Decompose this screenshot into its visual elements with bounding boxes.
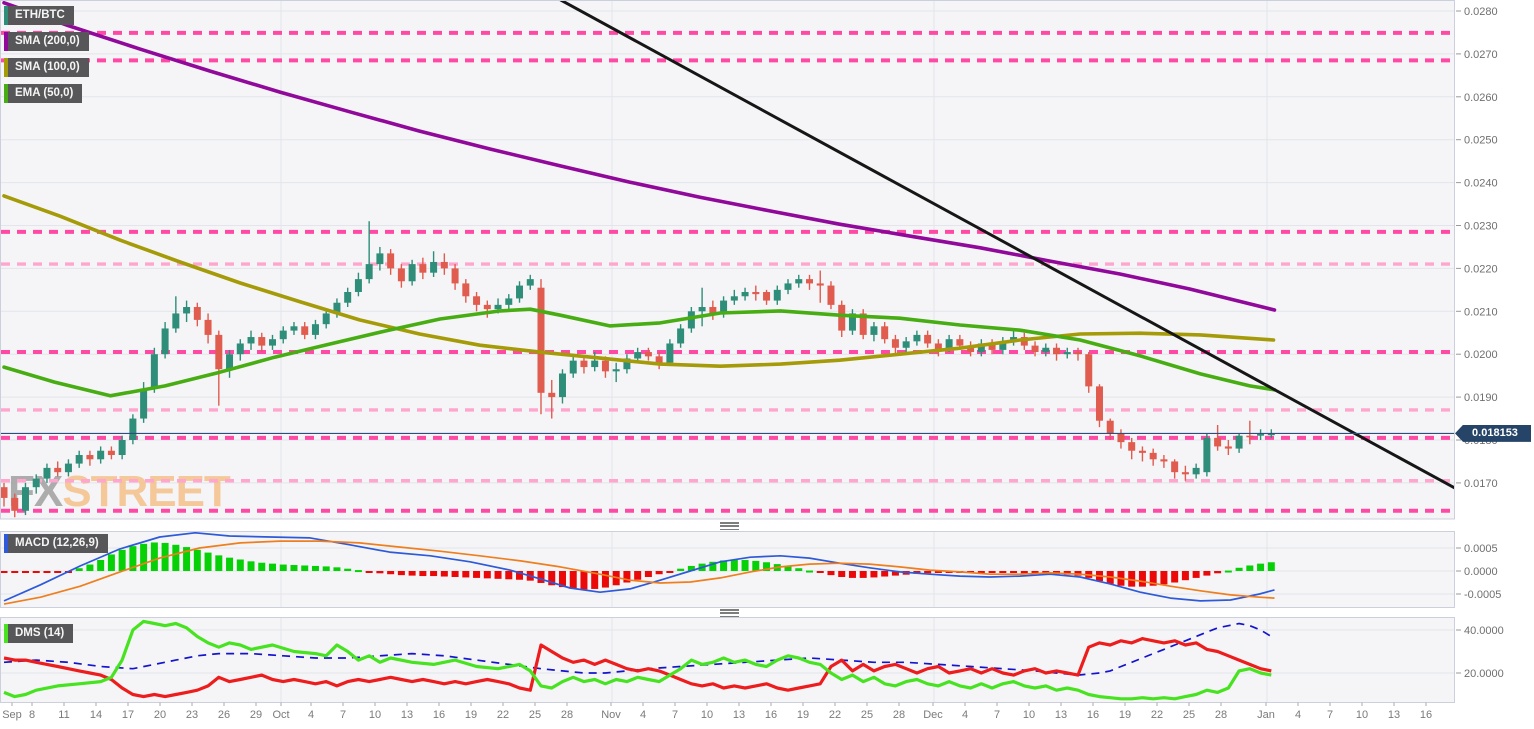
indicator-badge-dms[interactable]: DMS (14) [4, 624, 74, 643]
indicator-badge-sma200[interactable]: SMA (200,0) [4, 32, 89, 51]
symbol-badge[interactable]: ETH/BTC [4, 6, 74, 25]
svg-text:23: 23 [186, 709, 198, 721]
svg-text:0.0170: 0.0170 [1464, 478, 1498, 490]
svg-text:16: 16 [765, 709, 777, 721]
svg-text:29: 29 [250, 709, 262, 721]
fxstreet-watermark: FXSTREET [8, 467, 231, 516]
svg-text:13: 13 [401, 709, 413, 721]
dms-label: DMS (14) [15, 627, 65, 639]
panel-resize-handle-dms[interactable] [720, 609, 739, 617]
svg-text:10: 10 [1023, 709, 1035, 721]
indicator-badge-ema50[interactable]: EMA (50,0) [4, 84, 83, 103]
svg-text:0.0260: 0.0260 [1464, 92, 1498, 104]
macd-line [3, 532, 1275, 602]
svg-text:Nov: Nov [601, 709, 621, 721]
svg-text:20: 20 [154, 709, 166, 721]
svg-text:19: 19 [797, 709, 809, 721]
svg-text:7: 7 [672, 709, 678, 721]
svg-text:14: 14 [90, 709, 102, 721]
svg-text:Dec: Dec [923, 709, 943, 721]
svg-text:0.0240: 0.0240 [1464, 178, 1498, 190]
svg-text:25: 25 [1183, 709, 1195, 721]
indicator-badge-sma100[interactable]: SMA (100,0) [4, 58, 89, 77]
svg-text:22: 22 [829, 709, 841, 721]
svg-text:4: 4 [640, 709, 646, 721]
svg-text:28: 28 [1215, 709, 1227, 721]
svg-text:25: 25 [861, 709, 873, 721]
svg-text:16: 16 [433, 709, 445, 721]
svg-text:-0.0005: -0.0005 [1464, 589, 1501, 601]
ema50-label: EMA (50,0) [15, 87, 74, 99]
svg-text:17: 17 [122, 709, 134, 721]
svg-text:0.0210: 0.0210 [1464, 306, 1498, 318]
svg-text:40.0000: 40.0000 [1464, 625, 1504, 637]
indicator-badge-macd[interactable]: MACD (12,26,9) [4, 534, 108, 553]
svg-text:0.0005: 0.0005 [1464, 543, 1498, 555]
svg-text:13: 13 [1388, 709, 1400, 721]
svg-text:11: 11 [58, 709, 69, 721]
svg-text:0.0280: 0.0280 [1464, 6, 1498, 18]
svg-text:28: 28 [893, 709, 905, 721]
svg-text:13: 13 [1055, 709, 1067, 721]
sma200-line [2, 1, 1277, 312]
macd-label: MACD (12,26,9) [15, 537, 99, 549]
svg-text:10: 10 [369, 709, 381, 721]
svg-text:Sep: Sep [2, 709, 22, 721]
svg-text:Oct: Oct [272, 709, 289, 721]
svg-text:7: 7 [994, 709, 1000, 721]
symbol-label: ETH/BTC [15, 9, 65, 21]
svg-text:7: 7 [340, 709, 346, 721]
svg-text:10: 10 [1356, 709, 1368, 721]
svg-text:10: 10 [701, 709, 713, 721]
svg-text:4: 4 [1295, 709, 1301, 721]
svg-text:0.0230: 0.0230 [1464, 221, 1498, 233]
panel-resize-handle-macd[interactable] [720, 522, 739, 530]
svg-text:4: 4 [962, 709, 968, 721]
current-price-label: 0.018153 [1455, 424, 1531, 442]
svg-text:8: 8 [29, 709, 35, 721]
svg-text:0.0000: 0.0000 [1464, 566, 1498, 578]
sma100-line [2, 194, 1276, 368]
candles-layer [1, 221, 1275, 518]
svg-text:4: 4 [308, 709, 314, 721]
plus-di-line [3, 619, 1272, 701]
main-panel: FXSTREET [1, 1, 1454, 519]
svg-text:13: 13 [733, 709, 745, 721]
svg-text:0.0250: 0.0250 [1464, 135, 1498, 147]
svg-text:0.0270: 0.0270 [1464, 49, 1498, 61]
svg-text:22: 22 [1151, 709, 1163, 721]
ema50-line [2, 307, 1277, 398]
macd-signal-line [3, 540, 1275, 605]
svg-text:26: 26 [218, 709, 230, 721]
svg-text:22: 22 [497, 709, 509, 721]
svg-text:16: 16 [1420, 709, 1432, 721]
svg-text:16: 16 [1087, 709, 1099, 721]
svg-text:0.0200: 0.0200 [1464, 349, 1498, 361]
svg-text:0.0190: 0.0190 [1464, 392, 1498, 404]
svg-text:20.0000: 20.0000 [1464, 668, 1504, 680]
dms-panel [1, 618, 1454, 702]
svg-text:28: 28 [561, 709, 573, 721]
sma200-label: SMA (200,0) [15, 35, 80, 47]
minus-di-line [3, 637, 1272, 699]
macd-panel [1, 532, 1454, 607]
svg-text:19: 19 [1119, 709, 1131, 721]
svg-text:0.0220: 0.0220 [1464, 263, 1498, 275]
sma100-label: SMA (100,0) [15, 61, 80, 73]
svg-text:19: 19 [465, 709, 477, 721]
trendline [559, 1, 1454, 490]
svg-text:25: 25 [529, 709, 541, 721]
svg-text:Jan: Jan [1257, 709, 1275, 721]
svg-text:7: 7 [1327, 709, 1333, 721]
